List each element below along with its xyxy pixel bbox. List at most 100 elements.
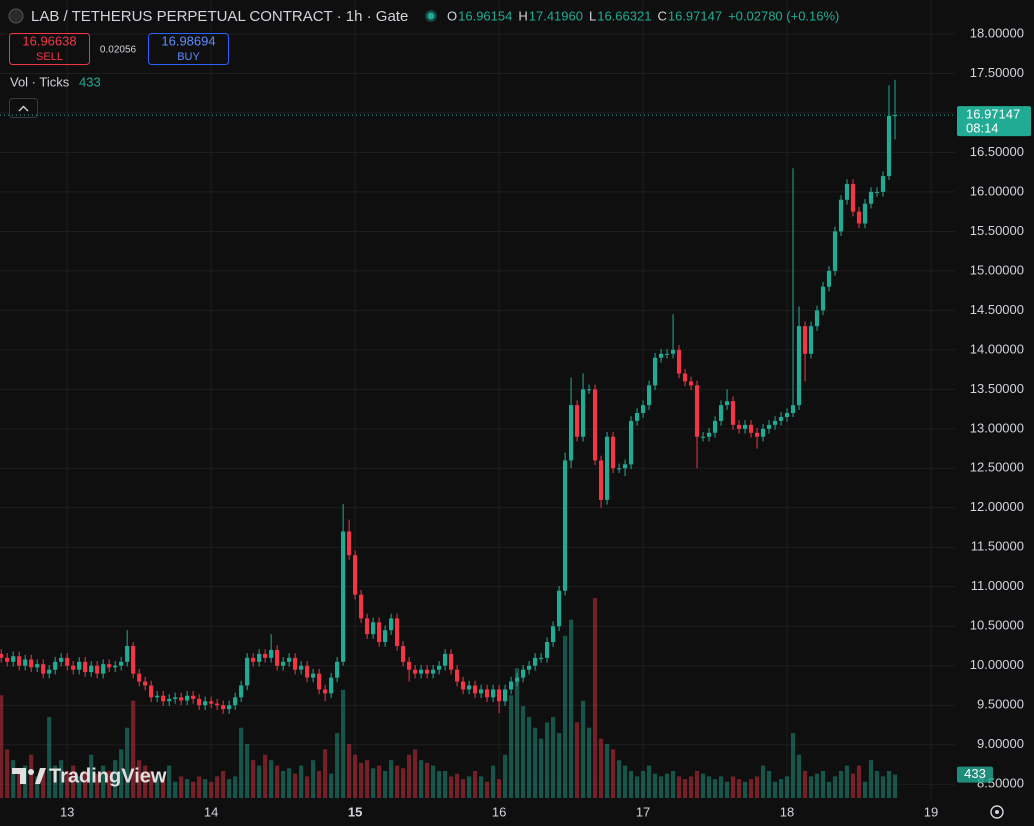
volume-bar <box>784 776 790 798</box>
candle-body <box>293 657 298 670</box>
y-tick-label: 9.50000 <box>977 697 1024 712</box>
candle-body <box>65 657 70 666</box>
buy-label[interactable]: BUY <box>177 51 200 63</box>
volume-bar <box>473 770 478 798</box>
candle-body <box>197 698 202 706</box>
symbol-icon[interactable] <box>8 8 24 24</box>
volume-bar <box>676 776 682 798</box>
volume-tag <box>957 766 993 783</box>
volume-bar <box>449 776 454 798</box>
candle-body <box>658 353 664 358</box>
candle-body <box>532 657 538 666</box>
settings-icon[interactable] <box>990 805 1004 819</box>
candle-body <box>844 184 850 200</box>
volume-bar <box>251 760 256 798</box>
brand-logo: TradingView <box>12 765 167 787</box>
candle-body <box>748 424 754 433</box>
candle-body <box>155 695 160 698</box>
volume-bar <box>532 727 538 798</box>
sell-button[interactable] <box>9 33 90 65</box>
chart-title[interactable]: LAB / TETHERUS PERPETUAL CONTRACT · 1h ·… <box>31 8 408 25</box>
volume-bar <box>838 770 844 798</box>
volume-bar <box>760 765 766 798</box>
collapse-button[interactable] <box>9 98 38 118</box>
volume-bar <box>754 776 760 798</box>
sell-label[interactable]: SELL <box>36 51 63 63</box>
y-tick-label: 15.50000 <box>970 223 1024 238</box>
candle-body <box>353 555 358 595</box>
volume-bar <box>550 716 556 798</box>
candle-body <box>694 385 700 437</box>
candle-body <box>5 657 10 662</box>
candle-body <box>586 389 592 391</box>
candle-body <box>77 661 82 670</box>
volume-bar <box>71 765 76 798</box>
sell-price[interactable]: 16.96638 <box>22 33 76 48</box>
candle-body <box>886 115 892 177</box>
candle-body <box>712 420 718 433</box>
volume-bar <box>574 722 580 798</box>
logo-mark <box>12 768 26 784</box>
candle-body <box>718 405 724 421</box>
volume-bar <box>742 781 748 798</box>
candle-body <box>137 673 142 682</box>
volume-bar <box>359 762 364 798</box>
overlay: LAB / TETHERUS PERPETUAL CONTRACT · 1h ·… <box>0 8 1031 819</box>
ohlc-legend: O 16.96154 H 17.41960 L 16.66321 C 16.97147 +0.0… <box>447 8 839 23</box>
candle-body <box>508 681 514 690</box>
ohlc-value: 16.97147 <box>668 8 722 23</box>
volume-bar <box>65 770 70 798</box>
volume-bar <box>814 773 820 798</box>
volume-bar <box>502 754 508 798</box>
volume-bar <box>131 700 136 798</box>
candle-body <box>496 689 502 702</box>
candle-body <box>395 618 400 647</box>
volume-bar <box>209 781 214 798</box>
candle-body <box>610 436 616 469</box>
volume-bar <box>323 749 328 798</box>
volume-bar <box>191 781 196 798</box>
candle-body <box>700 436 706 438</box>
volume-bar <box>353 754 358 798</box>
volume-bar <box>508 695 514 798</box>
y-tick-label: 17.50000 <box>970 65 1024 80</box>
candle-body <box>455 669 460 682</box>
volume-bar <box>29 754 34 798</box>
ohlc-value: 16.66321 <box>597 8 651 23</box>
volume-bar <box>610 749 616 798</box>
candle-body <box>526 665 532 670</box>
volume-bar <box>694 770 700 798</box>
volume-bar <box>586 727 592 798</box>
volume-bar <box>718 776 724 798</box>
volume-pane <box>0 598 898 798</box>
buy-button[interactable] <box>148 33 229 65</box>
candle-body <box>53 661 58 670</box>
y-tick-label: 14.50000 <box>970 302 1024 317</box>
candle-body <box>730 401 736 425</box>
volume-bar <box>443 770 448 798</box>
candle-body <box>161 695 166 702</box>
candle-body <box>724 401 730 406</box>
volume-bar <box>880 776 886 798</box>
countdown: 08:14 <box>966 121 999 136</box>
volume-bar <box>664 773 670 798</box>
volume-bar <box>461 779 466 798</box>
candle-body <box>191 695 196 699</box>
volume-bar <box>772 781 778 798</box>
candle-body <box>269 649 274 658</box>
buy-price[interactable]: 16.98694 <box>161 33 215 48</box>
y-tick-label: 10.50000 <box>970 618 1024 633</box>
candle-body <box>305 665 310 678</box>
candle-body <box>832 231 838 271</box>
volume-bar <box>245 743 250 798</box>
volume-bar <box>11 760 16 798</box>
candle-body <box>892 115 898 117</box>
candle-body <box>335 661 340 678</box>
candle-body <box>11 656 16 662</box>
volume-bar <box>520 706 526 798</box>
volume-bar <box>455 773 460 798</box>
candle-body <box>574 405 580 437</box>
volume-bar <box>646 765 652 798</box>
volume-bar <box>580 700 586 798</box>
candle-body <box>275 649 280 666</box>
